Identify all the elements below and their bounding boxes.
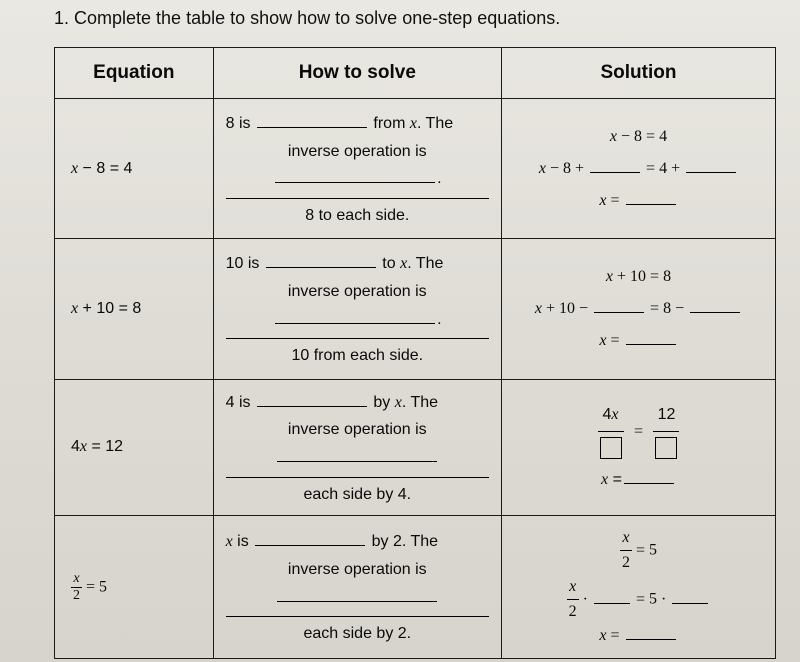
how-cell: 10 is to x. The inverse operation is . 1…: [213, 239, 501, 379]
frac-num: x: [567, 575, 579, 599]
sol-mid: =8−: [646, 300, 688, 317]
equation-cell: x 2 = 5: [55, 516, 214, 659]
fraction: x 2: [567, 575, 579, 624]
sol-left: x−8+: [539, 160, 588, 177]
frac-num: x: [620, 526, 632, 550]
blank-input[interactable]: [257, 112, 367, 128]
question-prompt: 1. Complete the table to show how to sol…: [54, 8, 776, 29]
eq-rhs: = 5: [82, 578, 107, 595]
how-tail: each side by 2.: [226, 616, 489, 647]
sol-eq: x=: [599, 332, 623, 349]
sol-left: x+10−: [535, 300, 592, 317]
header-row: Equation How to solve Solution: [55, 48, 776, 99]
how-cell: x is by 2. The inverse operation is each…: [213, 516, 501, 659]
how-pre-text: 10 is: [226, 255, 264, 272]
blank-input[interactable]: [275, 167, 435, 183]
table-row: x − 8 = 4 8 is from x. The inverse opera…: [55, 99, 776, 239]
equation-cell: x + 10 = 8: [55, 239, 214, 379]
worksheet-page: 1. Complete the table to show how to sol…: [0, 0, 800, 662]
solution-cell: x−8=4 x−8+ =4+ x=: [502, 99, 776, 239]
blank-input[interactable]: [255, 530, 365, 546]
solution-cell: x+10=8 x+10− =8− x=: [502, 239, 776, 379]
blank-input[interactable]: [277, 586, 437, 602]
fraction: 4x: [598, 399, 624, 464]
blank-input[interactable]: [624, 468, 674, 484]
header-how: How to solve: [213, 48, 501, 99]
sol-dot: ·: [579, 591, 592, 608]
how-tail: 10 from each side.: [226, 338, 489, 369]
solution-line1: x−8=4: [514, 121, 763, 153]
blank-input[interactable]: [590, 157, 640, 173]
how-pre-text: x is: [226, 533, 254, 550]
blank-input[interactable]: [594, 588, 630, 604]
how-cell: 4 is by x. The inverse operation is each…: [213, 379, 501, 515]
fraction: 12: [653, 399, 679, 464]
how-pre-text: 4 is: [226, 394, 255, 411]
equation-text: 4x = 12: [71, 438, 123, 455]
blank-input[interactable]: [626, 189, 676, 205]
how-tail: 8 to each side.: [226, 198, 489, 229]
frac-num: 12: [653, 399, 679, 431]
how-post1: from: [369, 115, 410, 132]
blank-input[interactable]: [626, 329, 676, 345]
how-var: x: [395, 394, 402, 411]
blank-input[interactable]: [686, 157, 736, 173]
how-var: x: [410, 115, 417, 132]
header-equation: Equation: [55, 48, 214, 99]
table-row: x + 10 = 8 10 is to x. The inverse opera…: [55, 239, 776, 379]
blank-input[interactable]: [266, 252, 376, 268]
blank-input[interactable]: [626, 624, 676, 640]
blank-input[interactable]: [277, 446, 437, 462]
sol-rhs: =5: [632, 542, 657, 559]
frac-den: 2: [620, 550, 632, 575]
solution-line1: x+10=8: [514, 261, 763, 293]
sol-eq: x =: [601, 471, 622, 488]
sol-rhs: =5·: [632, 591, 670, 608]
blank-input[interactable]: [594, 297, 644, 313]
blank-input[interactable]: [672, 588, 708, 604]
how-post1: by 2. The: [367, 533, 438, 550]
table-row: 4x = 12 4 is by x. The inverse operation…: [55, 379, 776, 515]
how-post2: . The: [402, 394, 438, 411]
fraction: x 2: [71, 571, 82, 604]
how-line2: inverse operation is: [226, 417, 489, 443]
how-post1: by: [369, 394, 395, 411]
equation-text: x − 8 = 4: [71, 160, 132, 177]
how-cell: 8 is from x. The inverse operation is . …: [213, 99, 501, 239]
blank-input[interactable]: [257, 391, 367, 407]
box-input[interactable]: [600, 437, 622, 459]
box-input[interactable]: [655, 437, 677, 459]
solution-cell: 4x = 12 x =: [502, 379, 776, 515]
frac-num: x: [71, 571, 82, 587]
how-post2: . The: [407, 255, 443, 272]
equation-cell: x − 8 = 4: [55, 99, 214, 239]
equations-table: Equation How to solve Solution x − 8 = 4…: [54, 47, 776, 659]
how-tail: each side by 4.: [226, 477, 489, 508]
blank-input[interactable]: [275, 308, 435, 324]
solution-cell: x 2 =5 x 2 · =5· x=: [502, 516, 776, 659]
how-post2: . The: [417, 115, 453, 132]
how-line2: inverse operation is: [226, 279, 489, 305]
table-row: x 2 = 5 x is by 2. The inverse operation…: [55, 516, 776, 659]
sol-mid: =4+: [642, 160, 684, 177]
how-line2: inverse operation is: [226, 557, 489, 583]
fraction: x 2: [620, 526, 632, 575]
equation-cell: 4x = 12: [55, 379, 214, 515]
frac-den: 2: [567, 599, 579, 624]
equation-text: x + 10 = 8: [71, 300, 141, 317]
sol-eq: x=: [599, 627, 623, 644]
frac-num: 4x: [598, 399, 624, 431]
frac-den: 2: [71, 587, 82, 604]
how-post1: to: [378, 255, 400, 272]
blank-input[interactable]: [690, 297, 740, 313]
how-pre-text: 8 is: [226, 115, 255, 132]
sol-eq: x=: [599, 192, 623, 209]
header-solution: Solution: [502, 48, 776, 99]
how-line2: inverse operation is: [226, 139, 489, 165]
